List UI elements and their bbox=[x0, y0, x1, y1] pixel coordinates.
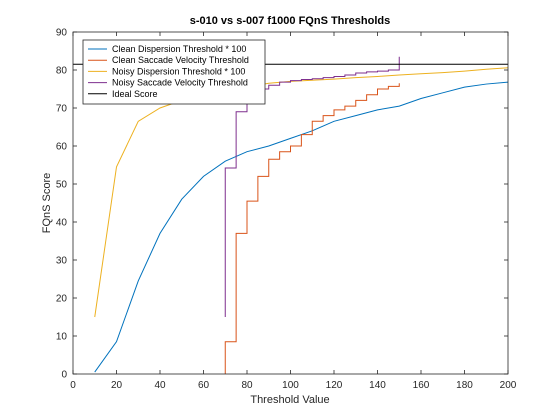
y-axis-label: FQnS Score bbox=[41, 173, 53, 234]
x-axis-label: Threshold Value bbox=[250, 394, 329, 406]
x-tick-label: 180 bbox=[456, 380, 473, 391]
x-tick-label: 120 bbox=[326, 380, 343, 391]
y-tick-label: 90 bbox=[56, 28, 68, 39]
y-tick-label: 60 bbox=[56, 142, 68, 153]
y-axis-ticks: 0 10 20 30 40 50 60 70 80 90 bbox=[56, 28, 508, 381]
legend-entry-label: Noisy Dispersion Threshold * 100 bbox=[112, 66, 245, 76]
legend-box bbox=[82, 39, 266, 105]
x-tick-label: 160 bbox=[413, 380, 430, 391]
chart-title: s-010 vs s-007 f1000 FQnS Thresholds bbox=[190, 15, 391, 27]
legend-entry-label: Ideal Score bbox=[112, 89, 158, 99]
y-tick-label: 0 bbox=[61, 370, 67, 381]
x-tick-label: 80 bbox=[241, 380, 253, 391]
x-tick-label: 20 bbox=[111, 380, 123, 391]
x-axis-ticks: 0 20 40 60 80 100 120 140 160 180 200 bbox=[70, 32, 517, 391]
x-tick-label: 200 bbox=[500, 380, 517, 391]
x-tick-label: 100 bbox=[282, 380, 299, 391]
y-tick-label: 20 bbox=[56, 294, 68, 305]
y-tick-label: 80 bbox=[56, 66, 68, 77]
x-tick-label: 40 bbox=[154, 380, 166, 391]
x-tick-label: 60 bbox=[198, 380, 210, 391]
y-tick-label: 30 bbox=[56, 256, 68, 267]
y-tick-label: 50 bbox=[56, 180, 68, 191]
x-tick-label: 0 bbox=[70, 380, 76, 391]
y-tick-label: 10 bbox=[56, 332, 68, 343]
legend-entry-label: Clean Saccade Velocity Threshold bbox=[112, 55, 249, 65]
series-line-2 bbox=[224, 83, 400, 374]
legend-entry-label: Clean Dispersion Threshold * 100 bbox=[112, 44, 246, 54]
y-tick-label: 40 bbox=[56, 218, 68, 229]
x-tick-label: 140 bbox=[369, 380, 386, 391]
legend-entry-label: Noisy Saccade Velocity Threshold bbox=[112, 78, 248, 88]
y-tick-label: 70 bbox=[56, 104, 68, 115]
